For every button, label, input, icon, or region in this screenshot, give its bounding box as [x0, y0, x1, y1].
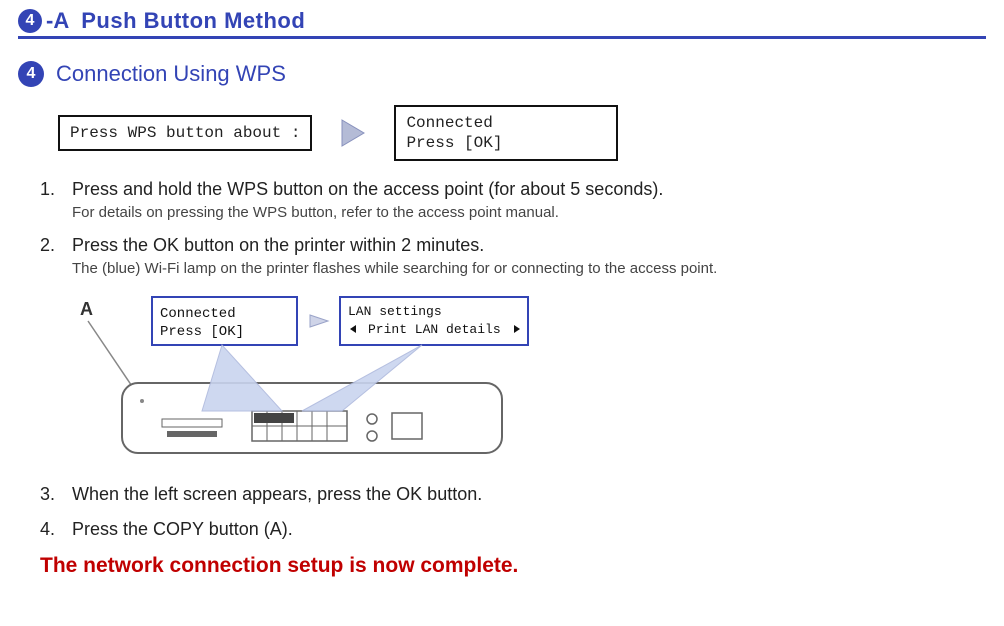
- lcd-screen-wps-prompt: Press WPS button about :: [58, 115, 312, 151]
- step-text: When the left screen appears, press the …: [72, 484, 482, 505]
- step-number: 4.: [40, 519, 62, 540]
- section-header: 4 -A Push Button Method: [18, 8, 986, 39]
- section-title: Push Button Method: [81, 8, 305, 34]
- step-number: 3.: [40, 484, 62, 505]
- section-suffix: -A: [46, 8, 69, 34]
- subsection-title: Connection Using WPS: [56, 61, 286, 87]
- step-text: Press the COPY button (A).: [72, 519, 293, 540]
- steps-list-continued: 3. When the left screen appears, press t…: [40, 484, 986, 540]
- svg-text:Press [OK]: Press [OK]: [160, 324, 244, 340]
- step-1: 1. Press and hold the WPS button on the …: [40, 179, 986, 221]
- arrow-right-icon: [340, 118, 366, 148]
- printer-diagram: A Connected Press [OK] LA: [72, 291, 986, 466]
- lcd-screen-lan-settings: LAN settings Print LAN details: [340, 297, 528, 345]
- lcd-screen-connected: Connected Press [OK]: [394, 105, 618, 161]
- step-text: Press and hold the WPS button on the acc…: [72, 179, 663, 200]
- step-2: 2. Press the OK button on the printer wi…: [40, 235, 986, 277]
- lcd-row-top: Press WPS button about : Connected Press…: [58, 105, 986, 161]
- subsection-badge: 4: [18, 61, 44, 87]
- step-3: 3. When the left screen appears, press t…: [40, 484, 986, 505]
- callout-letter: A: [80, 299, 93, 319]
- svg-text:LAN settings: LAN settings: [348, 304, 442, 319]
- step-4: 4. Press the COPY button (A).: [40, 519, 986, 540]
- section-badge: 4: [18, 9, 42, 33]
- svg-text:Connected: Connected: [160, 306, 236, 322]
- step-number: 1.: [40, 179, 62, 200]
- subsection-row: 4 Connection Using WPS: [18, 61, 986, 87]
- step-text: Press the OK button on the printer withi…: [72, 235, 484, 256]
- step-note: For details on pressing the WPS button, …: [72, 204, 986, 221]
- step-note: The (blue) Wi-Fi lamp on the printer fla…: [72, 260, 986, 277]
- arrow-right-icon: [310, 315, 328, 327]
- svg-text:Print LAN details: Print LAN details: [368, 322, 501, 337]
- completion-message: The network connection setup is now comp…: [40, 554, 986, 578]
- steps-list: 1. Press and hold the WPS button on the …: [40, 179, 986, 277]
- lcd-screen-connected-2: Connected Press [OK]: [152, 297, 297, 345]
- step-number: 2.: [40, 235, 62, 256]
